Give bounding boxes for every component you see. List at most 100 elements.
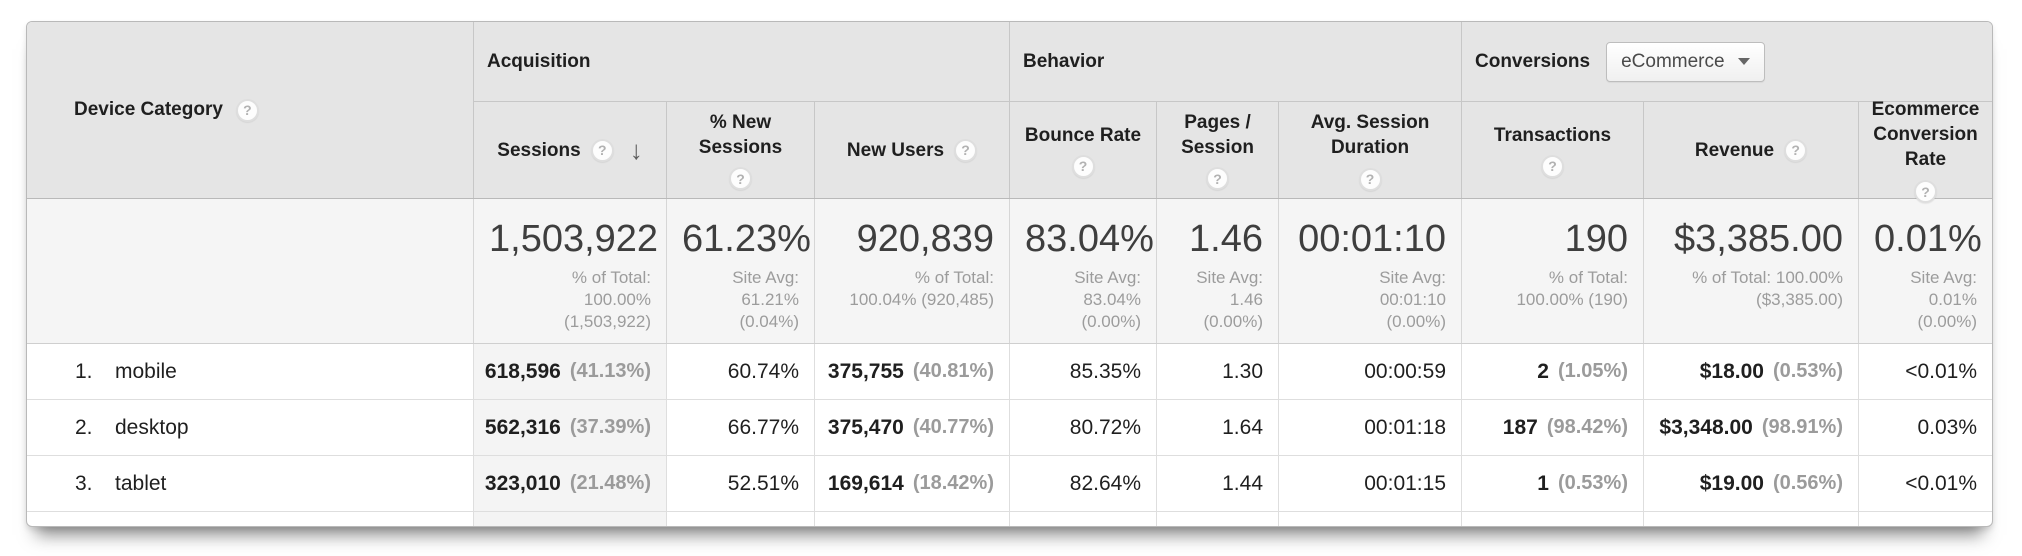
summary-value: 1,503,922 [489, 218, 659, 260]
analytics-data-table: Device Category ? Acquisition Behavior C… [26, 21, 1993, 527]
column-header-sessions[interactable]: Sessions ? ↓ [473, 102, 666, 198]
footer-cell [1461, 512, 1643, 526]
help-icon[interactable]: ? [1358, 167, 1382, 191]
column-header-ecommerce-conversion-rate[interactable]: Ecommerce Conversion Rate ? [1858, 99, 1992, 203]
new-users-label: New Users [846, 139, 945, 161]
cell-share: (0.56%) [1772, 472, 1843, 494]
summary-note: Site Avg: 83.04% (0.00%) [1074, 268, 1141, 331]
pages-session-cell: 1.44 [1156, 456, 1278, 511]
pages-session-label: Pages / Session [1181, 112, 1254, 158]
transactions-cell: 1 (0.53%) [1461, 456, 1643, 511]
avg-session-duration-label: Avg. Session Duration [1310, 111, 1430, 158]
summary-note: Site Avg: 61.21% (0.04%) [732, 268, 799, 331]
footer-cell [1278, 512, 1461, 526]
cell-value: 1.64 [1222, 415, 1263, 439]
cell-value: 1 [1537, 471, 1549, 495]
summary-note: Site Avg: 00:01:10 (0.00%) [1379, 268, 1446, 331]
sessions-cell: 618,596 (41.13%) [473, 344, 666, 399]
pct-new-sessions-label: % New Sessions [698, 112, 783, 158]
help-icon[interactable]: ? [954, 138, 978, 162]
device-cell: 3. tablet [27, 456, 473, 511]
summary-pages-session: 1.46 Site Avg: 1.46 (0.00%) [1156, 199, 1278, 343]
cell-value: 187 [1502, 415, 1538, 439]
summary-value: 920,839 [856, 218, 994, 260]
device-name-link[interactable]: tablet [115, 471, 167, 495]
help-icon[interactable]: ? [1206, 167, 1229, 190]
avg-session-duration-cell: 00:00:59 [1278, 344, 1461, 399]
cell-value: 2 [1537, 359, 1549, 383]
summary-note: % of Total: 100.00% (190) [1516, 268, 1628, 309]
cell-value: 169,614 [827, 471, 904, 495]
footer-cell [1858, 512, 1992, 526]
summary-pct-new-sessions: 61.23% Site Avg: 61.21% (0.04%) [666, 199, 814, 343]
conversions-goal-dropdown[interactable]: eCommerce [1606, 41, 1765, 82]
row-rank: 3. [75, 471, 93, 495]
cell-value: $18.00 [1699, 359, 1764, 383]
group-header-acquisition: Acquisition [473, 22, 1009, 102]
chevron-down-icon [1737, 58, 1750, 65]
summary-avg-session-duration: 00:01:10 Site Avg: 00:01:10 (0.00%) [1278, 199, 1461, 343]
device-name-link[interactable]: mobile [115, 359, 177, 383]
cell-value: 52.51% [727, 471, 799, 495]
summary-bounce-rate: 83.04% Site Avg: 83.04% (0.00%) [1009, 199, 1156, 343]
device-category-label: Device Category [74, 99, 223, 120]
cell-value: 375,755 [827, 359, 904, 383]
summary-dimension-cell [27, 199, 473, 343]
cell-value: 00:01:18 [1364, 415, 1446, 439]
cell-share: (0.53%) [1557, 472, 1628, 494]
help-icon[interactable]: ? [729, 167, 752, 190]
summary-note: % of Total: 100.04% (920,485) [849, 268, 994, 309]
column-header-pages-session[interactable]: Pages / Session ? [1156, 102, 1278, 198]
column-header-transactions[interactable]: Transactions ? [1461, 102, 1643, 198]
help-icon[interactable]: ? [1541, 154, 1564, 178]
avg-session-duration-cell: 00:01:15 [1278, 456, 1461, 511]
footer-cell [27, 512, 473, 526]
cell-value: 66.77% [727, 415, 799, 439]
bounce-rate-cell: 82.64% [1009, 456, 1156, 511]
table-header: Device Category ? Acquisition Behavior C… [27, 22, 1992, 203]
help-icon[interactable]: ? [590, 138, 614, 162]
footer-cell [473, 512, 666, 526]
cell-share: (1.05%) [1557, 360, 1628, 382]
help-icon[interactable]: ? [1784, 138, 1808, 162]
cell-share: (40.77%) [912, 416, 994, 438]
sort-descending-icon[interactable]: ↓ [629, 135, 643, 165]
column-header-revenue[interactable]: Revenue ? [1643, 102, 1858, 198]
summary-revenue: $3,385.00 % of Total: 100.00% ($3,385.00… [1643, 199, 1858, 343]
cell-value: 1.30 [1222, 359, 1263, 383]
ecommerce-conversion-rate-label: Ecommerce Conversion Rate [1871, 99, 1980, 170]
cell-share: (21.48%) [569, 472, 651, 494]
help-icon[interactable]: ? [235, 98, 259, 122]
column-header-bounce-rate[interactable]: Bounce Rate ? [1009, 102, 1156, 198]
footer-cell [1156, 512, 1278, 526]
summary-note: Site Avg: 1.46 (0.00%) [1196, 268, 1263, 331]
column-header-pct-new-sessions[interactable]: % New Sessions ? [666, 102, 814, 198]
summary-row: 1,503,922 % of Total: 100.00% (1,503,922… [27, 199, 1992, 344]
cell-value: 375,470 [827, 415, 904, 439]
cell-share: (18.42%) [912, 472, 994, 494]
sessions-label: Sessions [497, 139, 581, 161]
cell-share: (41.13%) [569, 360, 651, 382]
cell-value: 323,010 [484, 471, 561, 495]
help-icon[interactable]: ? [1914, 180, 1937, 203]
summary-new-users: 920,839 % of Total: 100.04% (920,485) [814, 199, 1009, 343]
sessions-cell: 323,010 (21.48%) [473, 456, 666, 511]
cell-value: 80.72% [1069, 415, 1141, 439]
device-name-link[interactable]: desktop [115, 415, 189, 439]
summary-ecommerce-conversion-rate: 0.01% Site Avg: 0.01% (0.00%) [1858, 199, 1992, 343]
revenue-cell: $19.00 (0.56%) [1643, 456, 1858, 511]
column-header-device-category[interactable]: Device Category ? [27, 22, 473, 198]
summary-value: 83.04% [1025, 218, 1154, 260]
ecommerce-conversion-rate-cell: <0.01% [1858, 456, 1992, 511]
pages-session-cell: 1.30 [1156, 344, 1278, 399]
help-icon[interactable]: ? [1071, 154, 1095, 178]
transactions-cell: 2 (1.05%) [1461, 344, 1643, 399]
summary-value: 0.01% [1874, 218, 1982, 260]
column-header-avg-session-duration[interactable]: Avg. Session Duration ? [1278, 102, 1461, 198]
device-cell: 2. desktop [27, 400, 473, 455]
cell-value: <0.01% [1905, 359, 1977, 383]
cell-value: 562,316 [484, 415, 561, 439]
column-header-new-users[interactable]: New Users ? [814, 102, 1009, 198]
summary-value: 00:01:10 [1298, 218, 1446, 260]
summary-value: $3,385.00 [1673, 218, 1843, 260]
